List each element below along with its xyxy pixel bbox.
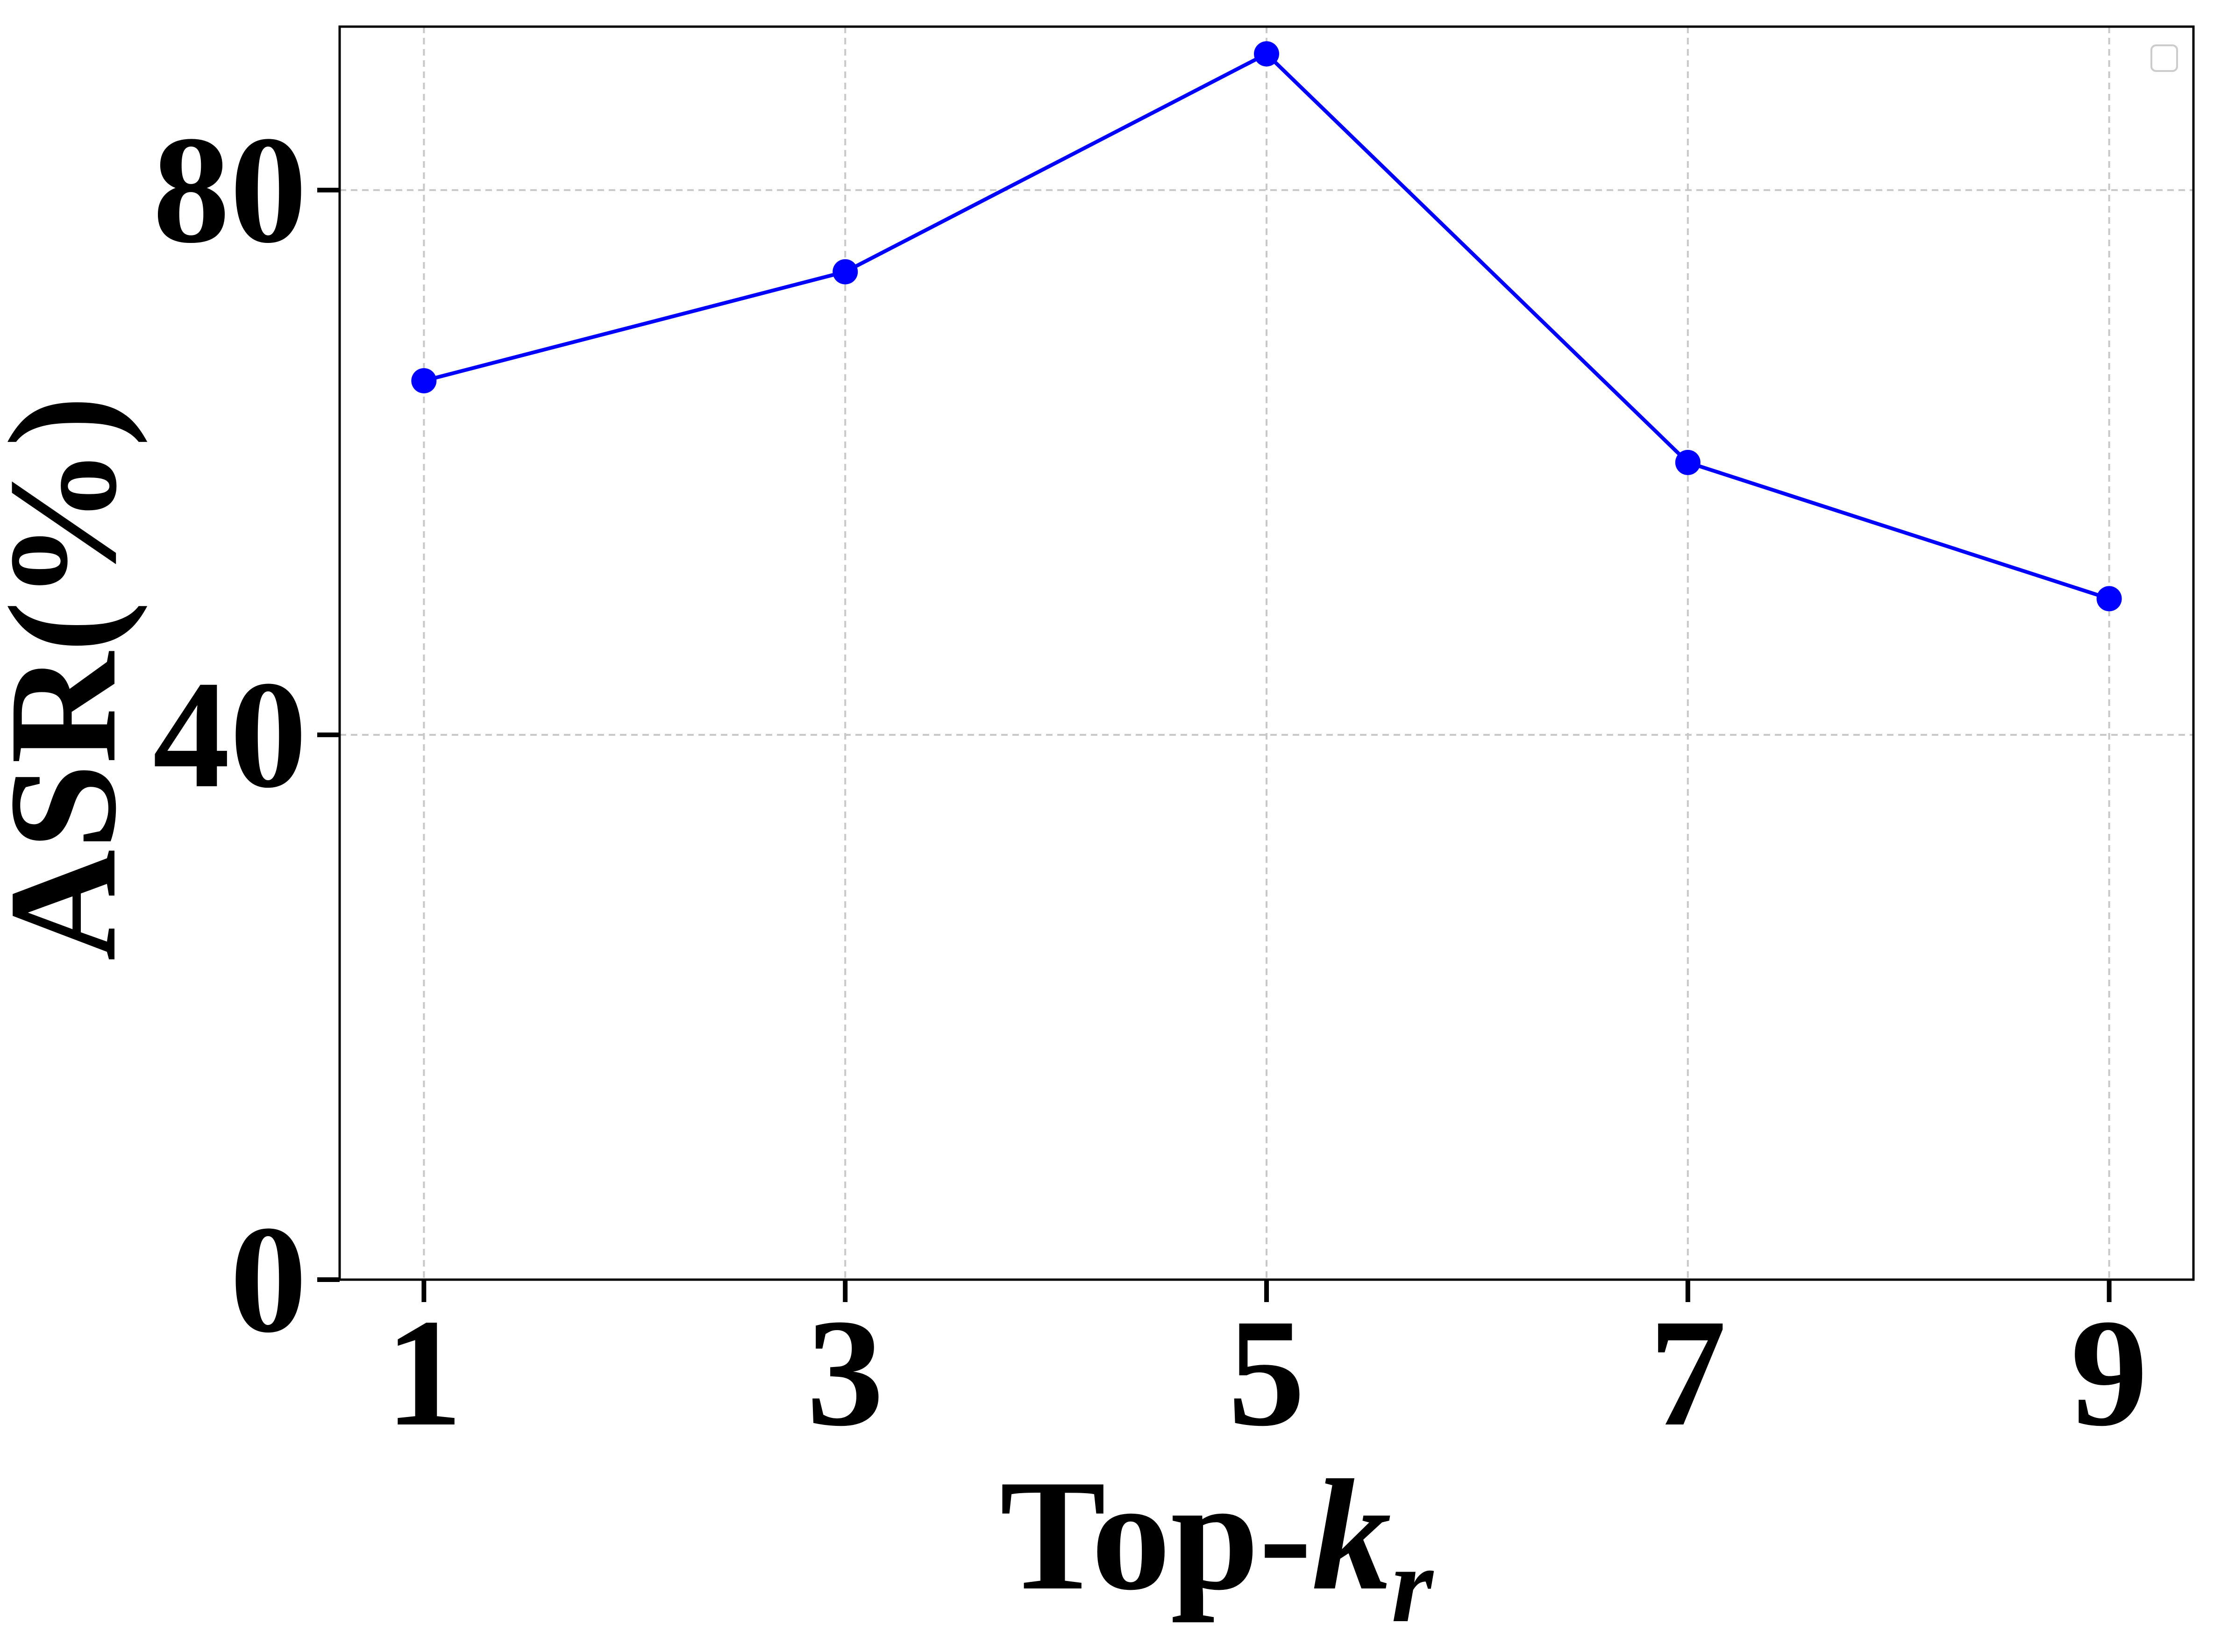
data-point [1675,449,1701,475]
x-axis-label: Top-kr [1000,1447,1434,1645]
x-tick-label: 3 [807,1288,884,1458]
series-layer [411,41,2122,612]
y-tick-label: 80 [153,105,307,275]
legend-box [2150,44,2178,72]
y-tick-label: 0 [230,1194,307,1365]
x-tick-label: 7 [1649,1288,1726,1458]
x-tick-label: 1 [385,1288,463,1458]
data-point [833,259,858,285]
x-tick-label: 5 [1228,1288,1305,1458]
y-axis-label: ASR(%) [0,396,148,961]
y-tick-label: 40 [153,649,307,820]
x-axis-label-subscript: r [1391,1525,1434,1645]
x-tick-label: 9 [2071,1288,2148,1458]
x-axis-label-main: Top- [1000,1447,1312,1623]
data-point [2096,586,2122,612]
data-point [411,368,437,393]
axis-ticks: 1 3 5 7 9 0 40 80 [153,105,2148,1458]
x-axis-label-variable: k [1312,1447,1391,1623]
data-point [1254,41,1279,67]
